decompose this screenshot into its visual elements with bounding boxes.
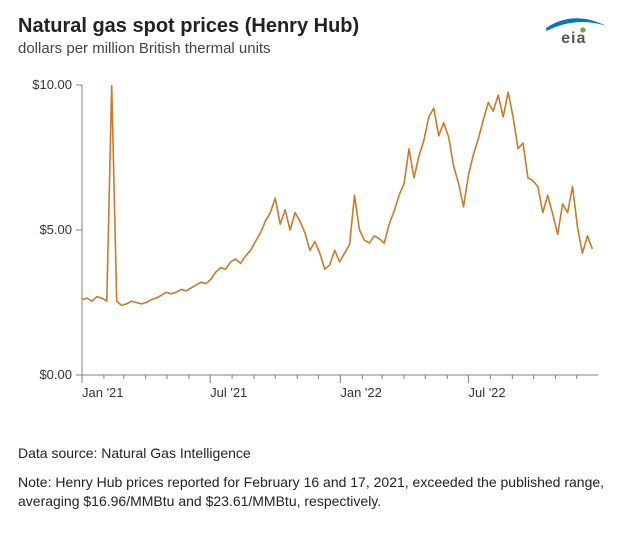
svg-text:Jul '22: Jul '22 bbox=[468, 385, 505, 400]
svg-text:Jul '21: Jul '21 bbox=[210, 385, 247, 400]
svg-text:$5.00: $5.00 bbox=[39, 222, 72, 237]
chart-title: Natural gas spot prices (Henry Hub) bbox=[18, 14, 544, 38]
svg-text:$10.00: $10.00 bbox=[32, 77, 72, 92]
header: Natural gas spot prices (Henry Hub) doll… bbox=[18, 14, 608, 57]
svg-text:Jan '22: Jan '22 bbox=[340, 385, 382, 400]
chart-card: Natural gas spot prices (Henry Hub) doll… bbox=[0, 0, 626, 553]
title-block: Natural gas spot prices (Henry Hub) doll… bbox=[18, 14, 544, 57]
svg-text:eia: eia bbox=[561, 30, 586, 47]
svg-text:Jan '21: Jan '21 bbox=[82, 385, 124, 400]
footnote: Note: Henry Hub prices reported for Febr… bbox=[18, 473, 608, 511]
eia-logo-svg: eia bbox=[544, 12, 608, 48]
footer: Data source: Natural Gas Intelligence No… bbox=[18, 444, 608, 511]
price-line-chart: $0.00 $5.00 $10.00 Jan '21 Jul '21 Jan '22 Jul… bbox=[18, 75, 608, 425]
chart-area: $0.00 $5.00 $10.00 Jan '21 Jul '21 Jan '22 Jul… bbox=[18, 75, 608, 430]
chart-subtitle: dollars per million British thermal unit… bbox=[18, 40, 544, 57]
svg-text:$0.00: $0.00 bbox=[39, 367, 72, 382]
eia-logo: eia bbox=[544, 12, 608, 48]
data-source: Data source: Natural Gas Intelligence bbox=[18, 444, 608, 463]
